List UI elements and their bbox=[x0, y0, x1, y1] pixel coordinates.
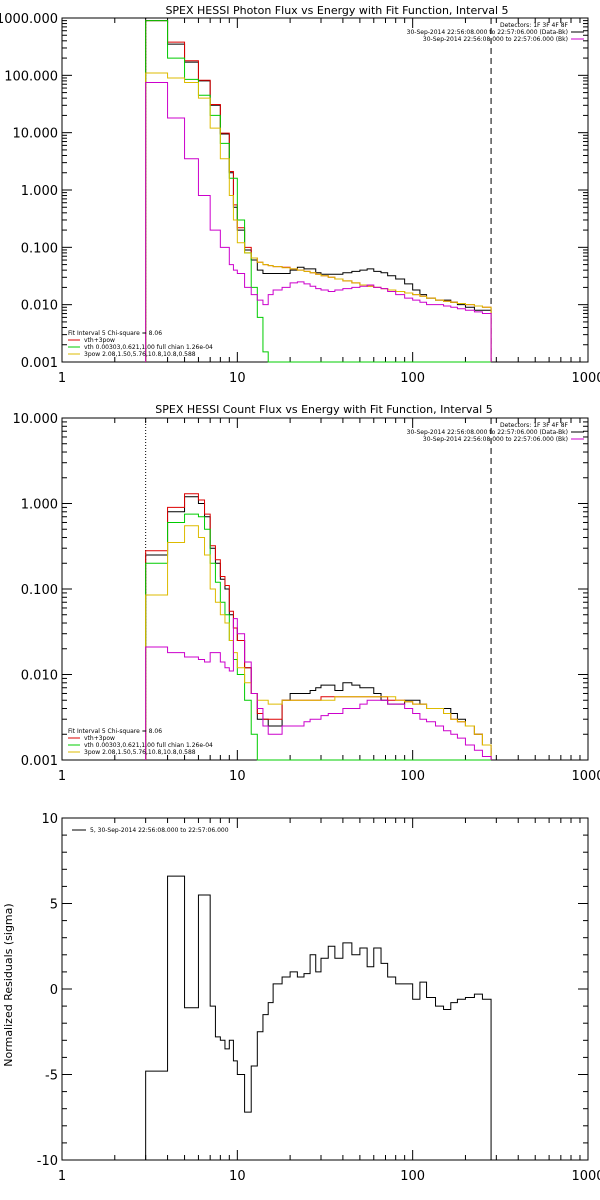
y-tick-label: 0.010 bbox=[21, 299, 58, 314]
y-tick-label: 1.000 bbox=[21, 498, 58, 513]
y-tick-label: 10.000 bbox=[13, 127, 59, 142]
series-2-line bbox=[145, 20, 492, 363]
x-tick-label: 10 bbox=[229, 1169, 246, 1184]
residuals-panel: Normalized Residuals (sigma) 1101001000-… bbox=[2, 812, 600, 1184]
x-tick-label: 10 bbox=[229, 769, 246, 784]
legend-bottom-text: 3pow 2.08,1.50,5.76,10.8,10.8,0.588 bbox=[84, 749, 196, 756]
y-tick-label: 0.100 bbox=[21, 241, 58, 256]
y-tick-label: 100.000 bbox=[4, 69, 58, 84]
x-tick-label: 1000 bbox=[571, 769, 600, 784]
y-tick-label: 0.010 bbox=[21, 669, 58, 684]
y-tick-label: 10 bbox=[41, 812, 58, 827]
x-tick-label: 1 bbox=[58, 371, 66, 386]
count-flux-panel: SPEX HESSI Count Flux vs Energy with Fit… bbox=[13, 403, 600, 784]
photon-flux-panel: SPEX HESSI Photon Flux vs Energy with Fi… bbox=[0, 4, 600, 386]
series-0-line bbox=[145, 875, 492, 1160]
y-tick-label: -10 bbox=[37, 1154, 58, 1169]
series-4-line bbox=[145, 618, 492, 760]
x-tick-label: 100 bbox=[400, 1169, 425, 1184]
legend-top-text: 30-Sep-2014 22:56:08.000 to 22:57:06.000… bbox=[407, 29, 568, 36]
y-tick-label: 0.100 bbox=[21, 583, 58, 598]
series-4-line bbox=[145, 82, 492, 362]
x-tick-label: 10 bbox=[229, 371, 246, 386]
x-tick-label: 1000 bbox=[571, 371, 600, 386]
legend-top-text: 30-Sep-2014 22:56:08.000 to 22:57:06.000… bbox=[407, 429, 568, 436]
legend-bottom-text: Fit Interval 5 Chi-square = 8.06 bbox=[68, 728, 162, 735]
y-axis-label: Normalized Residuals (sigma) bbox=[2, 903, 15, 1066]
legend-bottom-text: vth 0.00303,0.621,1.00 full chian 1.26e-… bbox=[84, 344, 213, 351]
legend-bottom-text: 3pow 2.08,1.50,5.76,10.8,10.8,0.588 bbox=[84, 351, 196, 358]
y-tick-label: 1000.000 bbox=[0, 12, 58, 27]
legend-top-text: 30-Sep-2014 22:56:08.000 to 22:57:06.000… bbox=[423, 36, 568, 43]
series-2-line bbox=[145, 513, 492, 761]
x-tick-label: 1000 bbox=[571, 1169, 600, 1184]
plot-frame bbox=[61, 417, 589, 761]
plot-frame bbox=[61, 17, 589, 363]
series-1-line bbox=[145, 493, 492, 760]
legend-top-text: Detectors: 1F 3F 4F 8F bbox=[500, 422, 569, 429]
legend-bottom-text: Fit Interval 5 Chi-square = 8.06 bbox=[68, 330, 162, 337]
plot-frame bbox=[61, 817, 589, 1161]
chart-title: SPEX HESSI Count Flux vs Energy with Fit… bbox=[155, 403, 492, 416]
series-3-line bbox=[145, 525, 492, 760]
series-1-line bbox=[145, 20, 492, 362]
y-tick-label: -5 bbox=[45, 1069, 58, 1084]
x-tick-label: 100 bbox=[400, 769, 425, 784]
y-tick-label: 5 bbox=[50, 898, 58, 913]
series-3-line bbox=[145, 72, 492, 362]
series-0-line bbox=[145, 20, 492, 362]
legend-top-text: 30-Sep-2014 22:56:08.000 to 22:57:06.000… bbox=[423, 436, 568, 443]
series-0-line bbox=[145, 496, 492, 760]
chart-title: SPEX HESSI Photon Flux vs Energy with Fi… bbox=[165, 4, 508, 17]
x-tick-label: 1 bbox=[58, 1169, 66, 1184]
y-tick-label: 10.000 bbox=[13, 412, 59, 427]
y-tick-label: 0.001 bbox=[21, 754, 58, 769]
legend-bottom-text: vth 0.00303,0.621,1.00 full chian 1.26e-… bbox=[84, 742, 213, 749]
y-tick-label: 1.000 bbox=[21, 184, 58, 199]
legend-bottom-text: vth+3pow bbox=[84, 337, 115, 344]
legend-text: 5, 30-Sep-2014 22:56:08.000 to 22:57:06.… bbox=[90, 827, 229, 834]
y-tick-label: 0.001 bbox=[21, 356, 58, 371]
legend-bottom-text: vth+3pow bbox=[84, 735, 115, 742]
legend-top-text: Detectors: 1F 3F 4F 8F bbox=[500, 22, 569, 29]
x-tick-label: 1 bbox=[58, 769, 66, 784]
x-tick-label: 100 bbox=[400, 371, 425, 386]
y-tick-label: 0 bbox=[50, 983, 58, 998]
